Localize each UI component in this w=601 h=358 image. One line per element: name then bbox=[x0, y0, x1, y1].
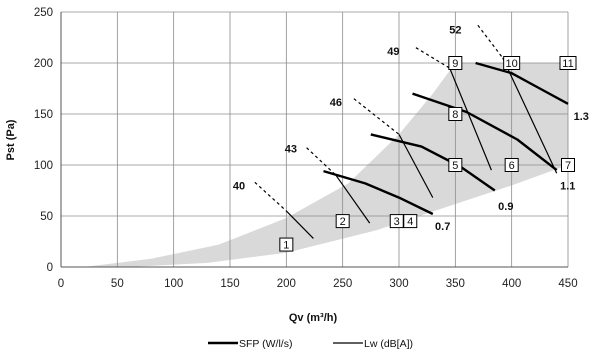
lw-curve-dashed-52 bbox=[477, 24, 504, 59]
legend: SFP (W/l/s) Lw (dB[A]) bbox=[208, 338, 413, 350]
x-tick-label: 0 bbox=[58, 278, 64, 290]
operating-point-box bbox=[503, 56, 521, 70]
lw-curve-43 bbox=[335, 174, 371, 224]
lw-label-49: 49 bbox=[387, 46, 399, 58]
operating-point-3: 3 bbox=[389, 214, 404, 229]
operating-point-label: 2 bbox=[340, 216, 346, 228]
operating-point-8: 8 bbox=[448, 107, 463, 121]
operating-point-box bbox=[403, 214, 418, 229]
operating-point-label: 7 bbox=[565, 160, 571, 172]
lw-label-52: 52 bbox=[449, 24, 461, 36]
x-tick-label: 100 bbox=[164, 278, 183, 290]
operating-point-label: 1 bbox=[283, 240, 289, 252]
lw-curve-49 bbox=[449, 67, 492, 171]
legend-entry-1: Lw (dB[A]) bbox=[364, 338, 413, 350]
y-tick-label: 200 bbox=[34, 58, 53, 70]
sfp-curve-0.7 bbox=[323, 169, 434, 216]
sfp-label-1.1: 1.1 bbox=[560, 180, 575, 192]
sfp-curve-1.3 bbox=[475, 61, 569, 105]
operating-point-box bbox=[559, 56, 577, 70]
operating-point-box bbox=[561, 158, 575, 172]
operating-point-label: 4 bbox=[407, 216, 413, 228]
operating-point-4: 4 bbox=[403, 214, 418, 229]
lw-curve-dashed-49 bbox=[415, 47, 451, 69]
operating-point-label: 10 bbox=[506, 58, 518, 70]
y-axis-title: Pst (Pa) bbox=[5, 119, 17, 160]
y-tick-label: 0 bbox=[47, 262, 53, 274]
sfp-curve-1.1 bbox=[412, 92, 558, 172]
operating-point-box bbox=[448, 158, 463, 172]
lw-curve-40 bbox=[285, 210, 314, 239]
operating-point-6: 6 bbox=[504, 158, 519, 172]
x-tick-label: 300 bbox=[389, 278, 408, 290]
operating-point-label: 6 bbox=[509, 160, 515, 172]
operating-point-box bbox=[335, 214, 350, 229]
operating-point-1: 1 bbox=[279, 237, 294, 252]
operating-point-label: 8 bbox=[452, 109, 458, 121]
plot-area: 0 50 100 150 200 250 300 350 400 450 0 50 100 150 200 2… bbox=[34, 7, 589, 290]
operating-point-box bbox=[448, 56, 463, 70]
lw-label-46: 46 bbox=[330, 97, 342, 109]
x-axis-title: Qv (m³/h) bbox=[289, 312, 338, 324]
operating-point-label: 9 bbox=[452, 58, 458, 70]
x-tick-label: 150 bbox=[220, 278, 239, 290]
y-tick-label: 100 bbox=[34, 160, 53, 172]
lw-label-40: 40 bbox=[233, 180, 245, 192]
operating-point-label: 3 bbox=[394, 216, 400, 228]
lw-curve-52 bbox=[502, 57, 558, 174]
operating-point-box bbox=[504, 158, 519, 172]
lw-curve-dashed-46 bbox=[353, 98, 400, 135]
operating-point-box bbox=[448, 107, 463, 121]
operating-point-5: 5 bbox=[448, 158, 463, 172]
x-tick-label: 250 bbox=[333, 278, 352, 290]
lw-curve-46 bbox=[398, 134, 434, 198]
y-tick-label: 150 bbox=[34, 109, 53, 121]
y-tick-label: 50 bbox=[40, 211, 53, 223]
operating-point-box bbox=[389, 214, 404, 229]
operating-point-label: 11 bbox=[562, 58, 573, 70]
lw-curve-dashed-40 bbox=[254, 181, 287, 212]
y-tick-label: 250 bbox=[34, 7, 53, 19]
x-tick-label: 200 bbox=[277, 278, 296, 290]
x-tick-label: 450 bbox=[558, 278, 577, 290]
x-tick-label: 50 bbox=[111, 278, 124, 290]
operating-point-9: 9 bbox=[448, 56, 463, 70]
operating-point-2: 2 bbox=[335, 214, 350, 229]
x-tick-label: 350 bbox=[446, 278, 465, 290]
operating-point-10: 10 bbox=[503, 56, 521, 70]
operating-point-label: 5 bbox=[452, 160, 458, 172]
sfp-curve-0.9 bbox=[370, 133, 496, 192]
lw-label-43: 43 bbox=[285, 144, 297, 156]
operating-point-7: 7 bbox=[561, 158, 575, 172]
x-tick-label: 400 bbox=[502, 278, 521, 290]
sfp-label-0.7: 0.7 bbox=[435, 221, 450, 233]
legend-entry-0: SFP (W/l/s) bbox=[239, 338, 292, 350]
sfp-label-1.3: 1.3 bbox=[574, 111, 589, 123]
operating-point-box bbox=[279, 237, 294, 252]
sfp-label-0.9: 0.9 bbox=[498, 201, 513, 213]
lw-curve-dashed-43 bbox=[306, 147, 337, 176]
operating-point-11: 11 bbox=[559, 56, 577, 70]
